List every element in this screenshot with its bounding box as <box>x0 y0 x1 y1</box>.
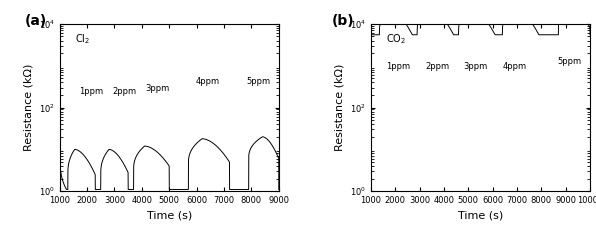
Text: 1ppm: 1ppm <box>386 62 410 71</box>
Text: 2ppm: 2ppm <box>426 62 450 71</box>
Text: 3ppm: 3ppm <box>463 62 487 71</box>
Y-axis label: Resistance (kΩ): Resistance (kΩ) <box>334 64 344 151</box>
Text: 5ppm: 5ppm <box>557 57 581 66</box>
X-axis label: Time (s): Time (s) <box>147 211 192 221</box>
Text: 3ppm: 3ppm <box>145 84 169 93</box>
Text: CO$_2$: CO$_2$ <box>386 32 406 46</box>
Text: 4ppm: 4ppm <box>195 77 219 86</box>
Text: 5ppm: 5ppm <box>246 77 270 86</box>
Text: (b): (b) <box>331 14 354 28</box>
Text: 1ppm: 1ppm <box>79 87 104 96</box>
Y-axis label: Resistance (kΩ): Resistance (kΩ) <box>23 64 33 151</box>
Text: (a): (a) <box>24 14 46 28</box>
Text: Cl$_2$: Cl$_2$ <box>75 32 90 46</box>
Text: 4ppm: 4ppm <box>502 62 526 71</box>
Text: 2ppm: 2ppm <box>112 87 136 96</box>
X-axis label: Time (s): Time (s) <box>458 211 503 221</box>
